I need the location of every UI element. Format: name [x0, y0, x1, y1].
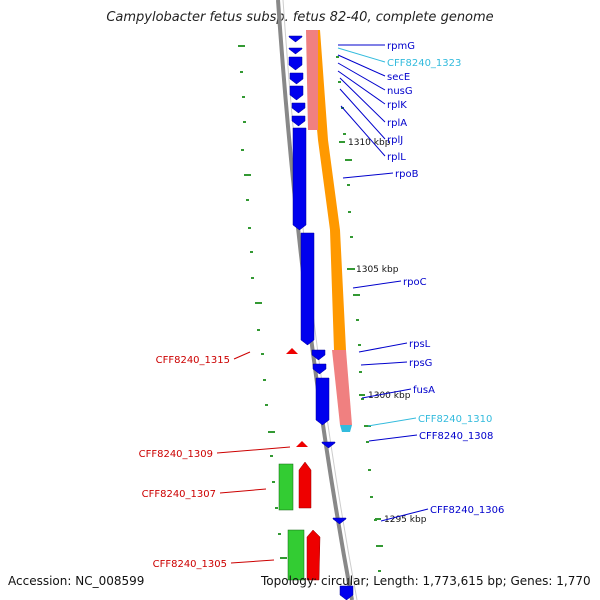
gene-label: CFF8240_1309 [139, 449, 213, 460]
gene-label: rplL [387, 152, 406, 163]
accession-text: Accession: NC_008599 [8, 574, 145, 588]
gene-label: secE [387, 72, 410, 83]
reverse-gene-arrow [286, 348, 298, 354]
gene-leader-line [342, 172, 394, 179]
gene-leader-line [216, 446, 291, 454]
gene-label: rpsL [409, 339, 431, 350]
gene-label: CFF8240_1323 [387, 58, 461, 69]
gene-leader-line [219, 488, 267, 494]
gene-label: rpmG [387, 41, 415, 52]
ruler-label: 1310 kbp [348, 138, 391, 148]
gene-leader-line [337, 47, 386, 63]
gene-label: rplK [387, 100, 407, 111]
forward-gene-arrow [291, 115, 306, 127]
gene-leader-line [368, 434, 418, 442]
gene-label: CFF8240_1305 [153, 559, 227, 570]
gene-leader-line [339, 88, 386, 140]
forward-gene-arrow [311, 349, 326, 361]
track-pink-bottom [332, 350, 352, 425]
forward-gene-arrow [332, 517, 347, 525]
trna-marker [340, 425, 352, 432]
gene-leader-line [358, 342, 408, 353]
rrna-block [287, 529, 305, 581]
gene-leader-line [233, 351, 251, 360]
gene-label: fusA [413, 385, 435, 396]
track-pink-top [306, 30, 318, 130]
rrna-block [278, 463, 294, 511]
gene-leader-line [352, 280, 402, 289]
reverse-gene-arrow [298, 461, 312, 509]
gene-leader-line [337, 70, 386, 105]
forward-gene-arrow [312, 363, 327, 375]
ruler-label: 1300 kbp [368, 391, 411, 401]
map-title: Campylobacter fetus subsp. fetus 82-40, … [106, 10, 494, 25]
forward-gene-arrow [289, 85, 304, 101]
gene-leader-line [339, 77, 386, 123]
gene-leader-line [337, 54, 386, 77]
gene-label: CFF8240_1315 [156, 355, 230, 366]
forward-gene-arrow [289, 72, 304, 85]
gene-label: rpoC [403, 277, 427, 288]
forward-gene-arrow [315, 377, 330, 426]
gene-label: CFF8240_1310 [418, 414, 492, 425]
reverse-gene-arrow [306, 529, 321, 581]
gene-label: CFF8240_1306 [430, 505, 504, 516]
forward-gene-arrow [292, 127, 307, 231]
forward-gene-arrow [288, 47, 303, 55]
gene-leader-line [337, 62, 386, 91]
gene-label: rplA [387, 118, 407, 129]
gene-leader-line [340, 105, 386, 157]
ruler-label: 1305 kbp [356, 265, 399, 275]
gene-label: CFF8240_1308 [419, 431, 493, 442]
forward-gene-arrow [300, 232, 315, 346]
forward-gene-arrow [321, 441, 336, 449]
gene-label: rpoB [395, 169, 419, 180]
gene-leader-line [367, 417, 417, 427]
genome-summary-text: Topology: circular; Length: 1,773,615 bp… [261, 574, 591, 588]
gene-leader-line [380, 508, 429, 522]
reverse-gene-arrow [296, 441, 308, 447]
gene-label: nusG [387, 86, 413, 97]
gene-label: rpsG [409, 358, 432, 369]
forward-gene-arrow [291, 102, 306, 114]
gene-leader-line [360, 361, 408, 366]
forward-gene-arrow [339, 585, 354, 600]
gene-leader-line [361, 388, 412, 399]
ruler-label: 1295 kbp [384, 515, 427, 525]
gene-label: rplJ [387, 135, 403, 146]
forward-gene-arrow [288, 56, 303, 71]
gene-leader-line [230, 559, 275, 564]
forward-gene-arrow [288, 35, 303, 43]
gene-label: CFF8240_1307 [142, 489, 216, 500]
